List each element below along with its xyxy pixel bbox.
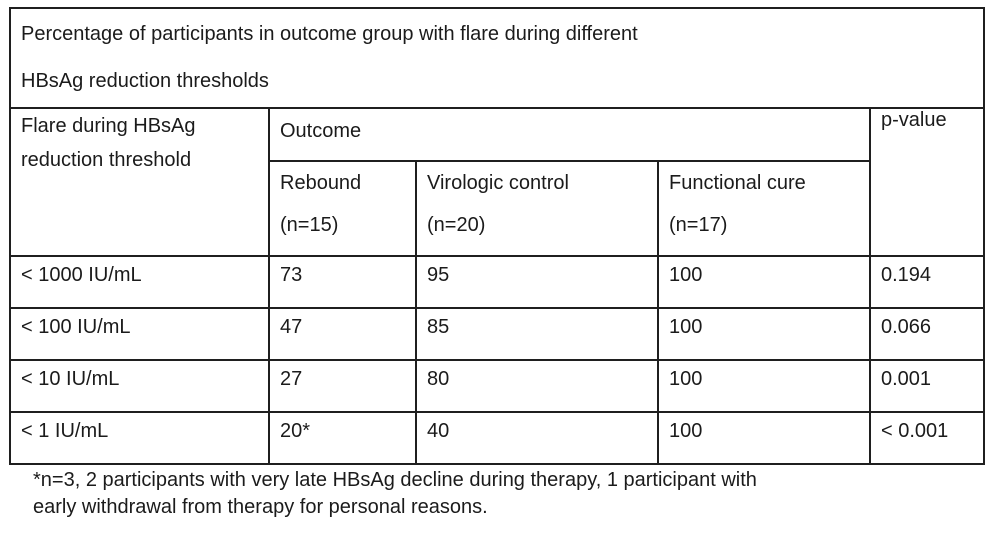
row-header-label: Flare during HBsAg reduction threshold xyxy=(9,107,270,257)
table-row: < 10 IU/mL 27 80 100 0.001 xyxy=(9,359,985,413)
cell-pvalue: 0.194 xyxy=(869,255,985,309)
cell-threshold: < 10 IU/mL xyxy=(9,359,270,413)
cell-rebound: 73 xyxy=(268,255,417,309)
cell-pvalue: 0.001 xyxy=(869,359,985,413)
cell-threshold: < 1 IU/mL xyxy=(9,411,270,465)
table-title-cell: Percentage of participants in outcome gr… xyxy=(9,7,985,109)
cell-virologic-control: 85 xyxy=(415,307,659,361)
footnote-line1: *n=3, 2 participants with very late HBsA… xyxy=(33,469,757,491)
cell-pvalue: 0.066 xyxy=(869,307,985,361)
cell-rebound: 47 xyxy=(268,307,417,361)
cell-pvalue: < 0.001 xyxy=(869,411,985,465)
column-header-rebound-n: (n=15) xyxy=(280,214,339,236)
table-title-line1: Percentage of participants in outcome gr… xyxy=(21,23,638,45)
cell-functional-cure: 100 xyxy=(657,307,871,361)
header-row-outcome: Flare during HBsAg reduction threshold O… xyxy=(9,107,985,257)
cell-functional-cure: 100 xyxy=(657,359,871,413)
table-title-row: Percentage of participants in outcome gr… xyxy=(9,7,985,109)
header-row-subcolumns: Rebound (n=15) Virologic control (n=20) … xyxy=(10,160,984,257)
cell-virologic-control: 80 xyxy=(415,359,659,413)
cell-threshold: < 1000 IU/mL xyxy=(9,255,270,309)
table-row: < 1000 IU/mL 73 95 100 0.194 xyxy=(9,255,985,309)
column-header-virologic-control-label: Virologic control xyxy=(427,172,569,194)
cell-threshold: < 100 IU/mL xyxy=(9,307,270,361)
column-header-rebound: Rebound (n=15) xyxy=(268,160,417,257)
cell-virologic-control: 95 xyxy=(415,255,659,309)
cell-functional-cure: 100 xyxy=(657,411,871,465)
column-header-functional-cure-n: (n=17) xyxy=(669,214,728,236)
flare-outcome-table: Percentage of participants in outcome gr… xyxy=(9,7,985,465)
footnote-line2: early withdrawal from therapy for person… xyxy=(33,496,488,518)
table-row: < 100 IU/mL 47 85 100 0.066 xyxy=(9,307,985,361)
column-header-rebound-label: Rebound xyxy=(280,172,362,194)
table-footnote: *n=3, 2 participants with very late HBsA… xyxy=(33,467,983,521)
table-row: < 1 IU/mL 20* 40 100 < 0.001 xyxy=(9,411,985,465)
column-header-functional-cure: Functional cure (n=17) xyxy=(657,160,871,257)
outcome-group-header: Outcome xyxy=(268,107,871,162)
cell-rebound: 20* xyxy=(268,411,417,465)
cell-functional-cure: 100 xyxy=(657,255,871,309)
cell-virologic-control: 40 xyxy=(415,411,659,465)
column-header-virologic-control: Virologic control (n=20) xyxy=(415,160,659,257)
table-title-line2: HBsAg reduction thresholds xyxy=(21,70,269,92)
cell-rebound: 27 xyxy=(268,359,417,413)
pvalue-column-header: p-value xyxy=(869,107,985,257)
column-header-functional-cure-label: Functional cure xyxy=(669,172,806,194)
column-header-virologic-control-n: (n=20) xyxy=(427,214,486,236)
